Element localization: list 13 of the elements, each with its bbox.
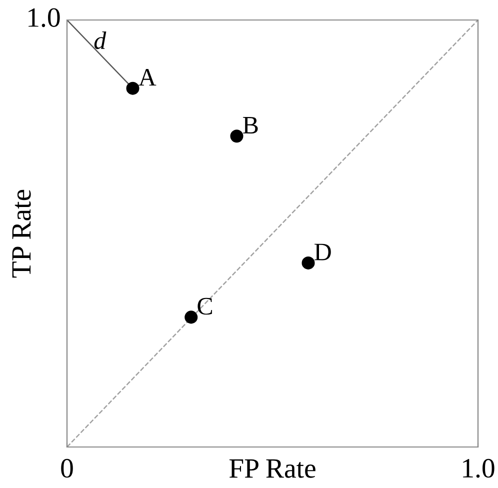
series-label: A [138, 69, 156, 86]
series-label: C [198, 298, 212, 315]
series-label: B [243, 116, 258, 134]
x-tick-label: 0 [61, 458, 73, 478]
point [230, 130, 244, 143]
annotation: d [94, 31, 106, 50]
x-axis-title: FP Rate [229, 459, 316, 478]
y-axis-title: TP Rate [12, 190, 31, 278]
text: 1.0 [28, 8, 60, 28]
point [302, 256, 315, 270]
point [184, 310, 198, 324]
series-label: D [314, 244, 331, 260]
point [126, 82, 140, 95]
